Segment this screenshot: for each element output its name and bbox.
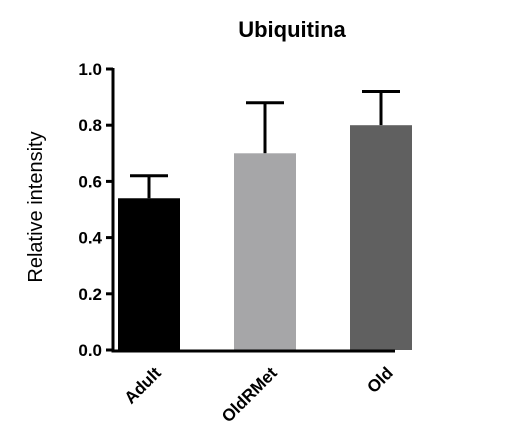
y-tick-label: 0.0: [78, 341, 102, 360]
y-tick-label: 0.2: [78, 285, 102, 304]
x-tick-label: OldRMet: [218, 363, 281, 426]
y-axis-label: Relative intensity: [25, 131, 47, 282]
bar: [350, 125, 412, 350]
y-tick-label: 1.0: [78, 60, 102, 79]
x-tick-label: Old: [363, 363, 396, 396]
plot-area: 0.0 0.2 0.4 0.6 0.8 1.0 Adult OldRMet Old: [78, 60, 412, 426]
x-tick-label: Adult: [121, 363, 165, 407]
bar: [234, 153, 296, 350]
chart-title: Ubiquitina: [238, 17, 346, 42]
y-tick-label: 0.6: [78, 172, 102, 191]
y-tick-label: 0.4: [78, 229, 102, 248]
bar: [118, 198, 180, 350]
y-tick-label: 0.8: [78, 116, 102, 135]
